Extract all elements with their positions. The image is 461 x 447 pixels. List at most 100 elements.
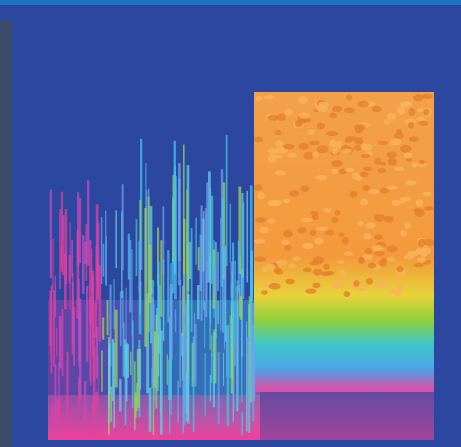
bump (343, 149, 352, 154)
bump (269, 283, 281, 290)
bump (292, 256, 301, 260)
bump (283, 144, 295, 150)
bump (312, 283, 320, 289)
bump (402, 197, 411, 202)
bump (350, 191, 357, 198)
bump (363, 167, 373, 172)
bump (309, 141, 320, 146)
bump (257, 192, 265, 199)
bump (343, 291, 350, 297)
bump (277, 113, 286, 120)
left-edge-photo (0, 20, 12, 447)
bump (331, 169, 338, 174)
bump (416, 199, 424, 207)
bump (404, 152, 413, 158)
bump (418, 121, 428, 126)
bump (387, 245, 398, 252)
bump (295, 120, 303, 127)
bump (365, 248, 373, 254)
bump (362, 185, 370, 191)
bump (325, 230, 334, 236)
bump (380, 162, 387, 166)
bump (388, 158, 397, 166)
bump (397, 266, 404, 272)
bump (334, 210, 340, 216)
bump (412, 162, 419, 167)
bump (312, 152, 319, 158)
bump (285, 109, 293, 116)
bump (358, 257, 365, 264)
bump (331, 160, 342, 167)
bump (394, 167, 405, 171)
bump (377, 168, 386, 173)
right-floor (254, 380, 434, 440)
bump (404, 222, 410, 229)
bump (396, 129, 402, 133)
bump (408, 122, 414, 129)
bump (316, 227, 328, 231)
bump (366, 278, 373, 285)
bump (346, 95, 352, 100)
bump (357, 221, 364, 226)
bump (264, 95, 274, 100)
bump (323, 264, 330, 270)
bump (374, 251, 385, 256)
bump (403, 255, 414, 259)
bump (316, 175, 327, 180)
bump (419, 160, 425, 165)
bump (283, 230, 293, 238)
bump (317, 145, 329, 153)
bump (423, 109, 429, 115)
bump (261, 290, 268, 295)
bump (391, 200, 400, 206)
bump (378, 141, 389, 145)
bump (287, 153, 297, 158)
bump (386, 151, 397, 158)
bump (331, 217, 339, 223)
bump (405, 180, 417, 185)
bump (345, 138, 353, 142)
bump (401, 101, 413, 106)
bump (298, 97, 308, 104)
bump (317, 122, 325, 129)
bump (329, 113, 337, 119)
bump (378, 279, 387, 286)
bump (361, 143, 373, 150)
bump (363, 233, 372, 239)
bump (310, 230, 316, 236)
bump (267, 115, 278, 121)
page: {} (() => { const data = JSON.parse(docu… (0, 0, 461, 447)
bump (332, 106, 342, 113)
surface-plot-image (0, 0, 461, 447)
bump (298, 143, 308, 150)
bump (345, 168, 354, 172)
bump (360, 198, 368, 205)
bump (285, 279, 294, 285)
bump (417, 257, 426, 262)
bump (374, 234, 383, 240)
bump (289, 190, 299, 197)
bump (305, 288, 316, 293)
bump (368, 263, 376, 269)
bump (420, 247, 431, 254)
bump (413, 94, 424, 101)
bump (271, 200, 282, 206)
bump (282, 199, 290, 203)
bump (255, 96, 262, 101)
bump (254, 256, 266, 262)
bump (423, 192, 431, 197)
bump (332, 281, 343, 289)
bump (318, 102, 329, 106)
bump (374, 214, 385, 222)
bump (303, 267, 312, 272)
bump (312, 214, 319, 220)
bump (356, 176, 362, 181)
bump (288, 263, 296, 268)
bump (275, 170, 286, 175)
bump (277, 260, 288, 266)
bump (400, 230, 407, 237)
bump (254, 239, 265, 244)
bump (381, 258, 387, 262)
bump (416, 116, 425, 121)
bump (396, 107, 405, 114)
